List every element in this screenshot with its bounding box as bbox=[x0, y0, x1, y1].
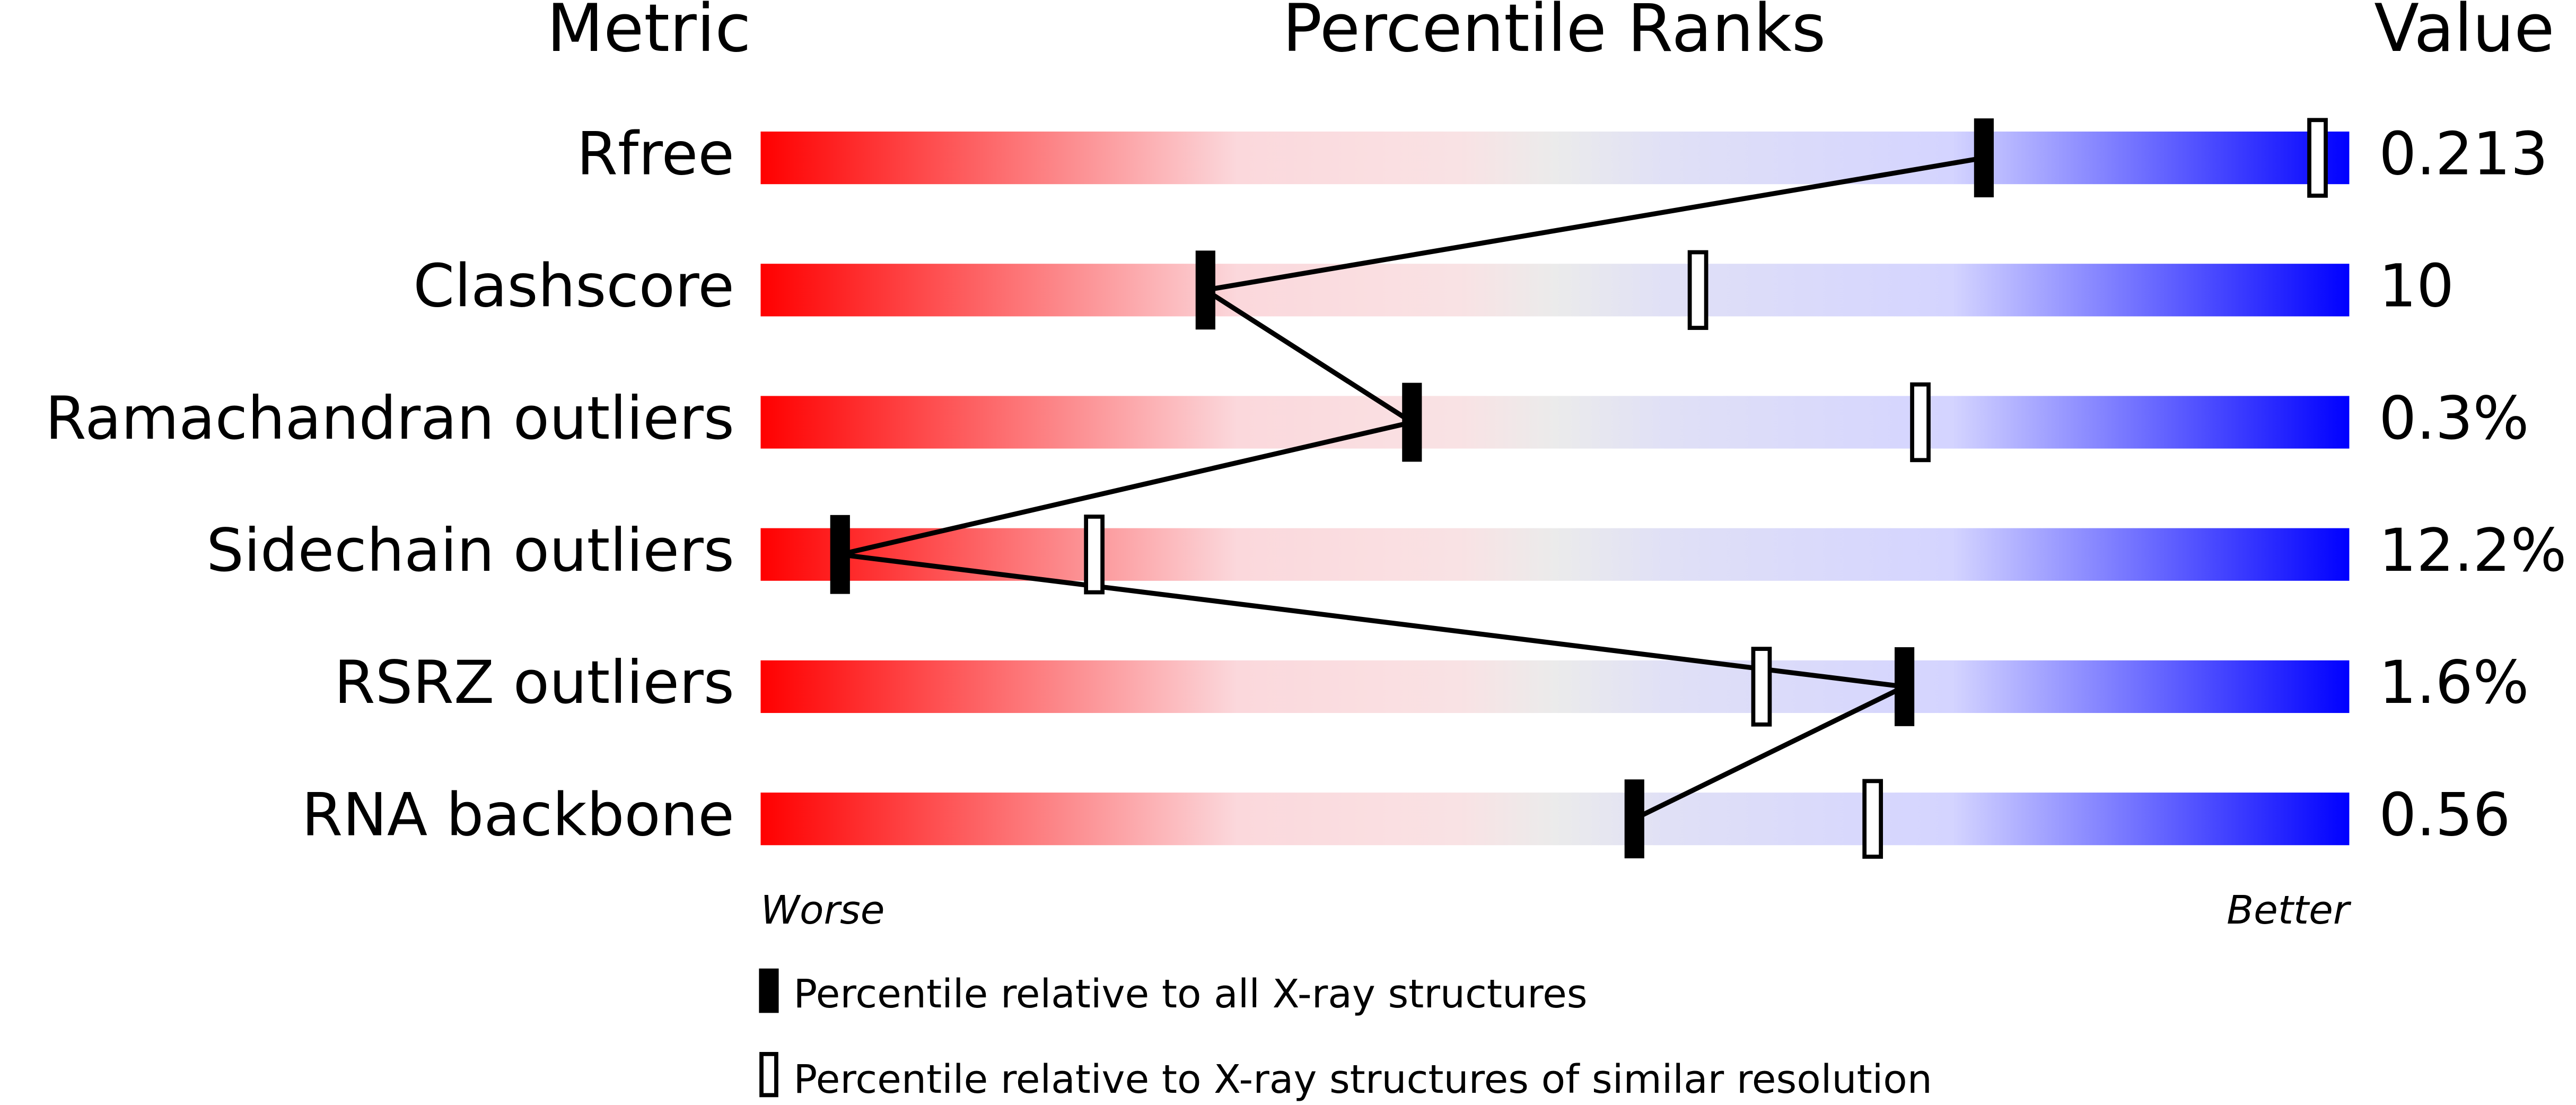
all-structures-marker bbox=[1195, 250, 1215, 330]
similar-resolution-marker bbox=[1687, 250, 1708, 330]
slider-bar bbox=[760, 396, 2350, 449]
legend-label: Percentile relative to all X-ray structu… bbox=[793, 971, 1587, 1017]
percentile-line bbox=[839, 155, 1985, 821]
metric-label: Rfree bbox=[577, 119, 734, 188]
legend-label: Percentile relative to X-ray structures … bbox=[793, 1056, 1932, 1102]
metric-label: Clashscore bbox=[413, 252, 734, 321]
metric-label: RNA backbone bbox=[302, 780, 734, 849]
all-structures-marker bbox=[1894, 647, 1915, 726]
slider-bar bbox=[760, 528, 2350, 581]
similar-resolution-marker bbox=[2307, 118, 2328, 198]
metric-value: 0.56 bbox=[2379, 780, 2510, 849]
metric-value: 0.213 bbox=[2379, 119, 2548, 188]
similar-resolution-marker bbox=[1862, 779, 1883, 859]
metric-value: 1.6% bbox=[2379, 648, 2529, 717]
similar-resolution-marker bbox=[1910, 382, 1931, 463]
metric-label: RSRZ outliers bbox=[334, 648, 734, 717]
slider-bar bbox=[760, 264, 2350, 317]
legend-swatch-all bbox=[759, 968, 779, 1013]
slider-bar bbox=[760, 131, 2350, 185]
metric-label: Ramachandran outliers bbox=[45, 384, 734, 453]
legend-swatch-similar bbox=[759, 1052, 778, 1098]
metric-label: Sidechain outliers bbox=[206, 516, 734, 585]
metric-value: 10 bbox=[2379, 252, 2454, 321]
similar-resolution-marker bbox=[1084, 515, 1105, 595]
worse-label: Worse bbox=[760, 887, 884, 933]
slider-bar bbox=[760, 793, 2350, 846]
all-structures-marker bbox=[830, 515, 850, 594]
metric-value: 0.3% bbox=[2379, 384, 2529, 453]
all-structures-marker bbox=[1402, 382, 1422, 462]
all-structures-marker bbox=[1624, 779, 1644, 859]
value-header: Value bbox=[2374, 0, 2554, 67]
similar-resolution-marker bbox=[1751, 647, 1772, 727]
chart-title: Percentile Ranks bbox=[1282, 0, 1826, 67]
metric-value: 12.2% bbox=[2379, 516, 2566, 585]
slider-bar bbox=[760, 660, 2350, 714]
better-label: Better bbox=[2227, 887, 2352, 933]
metric-header: Metric bbox=[547, 0, 751, 67]
all-structures-marker bbox=[1974, 118, 1994, 197]
